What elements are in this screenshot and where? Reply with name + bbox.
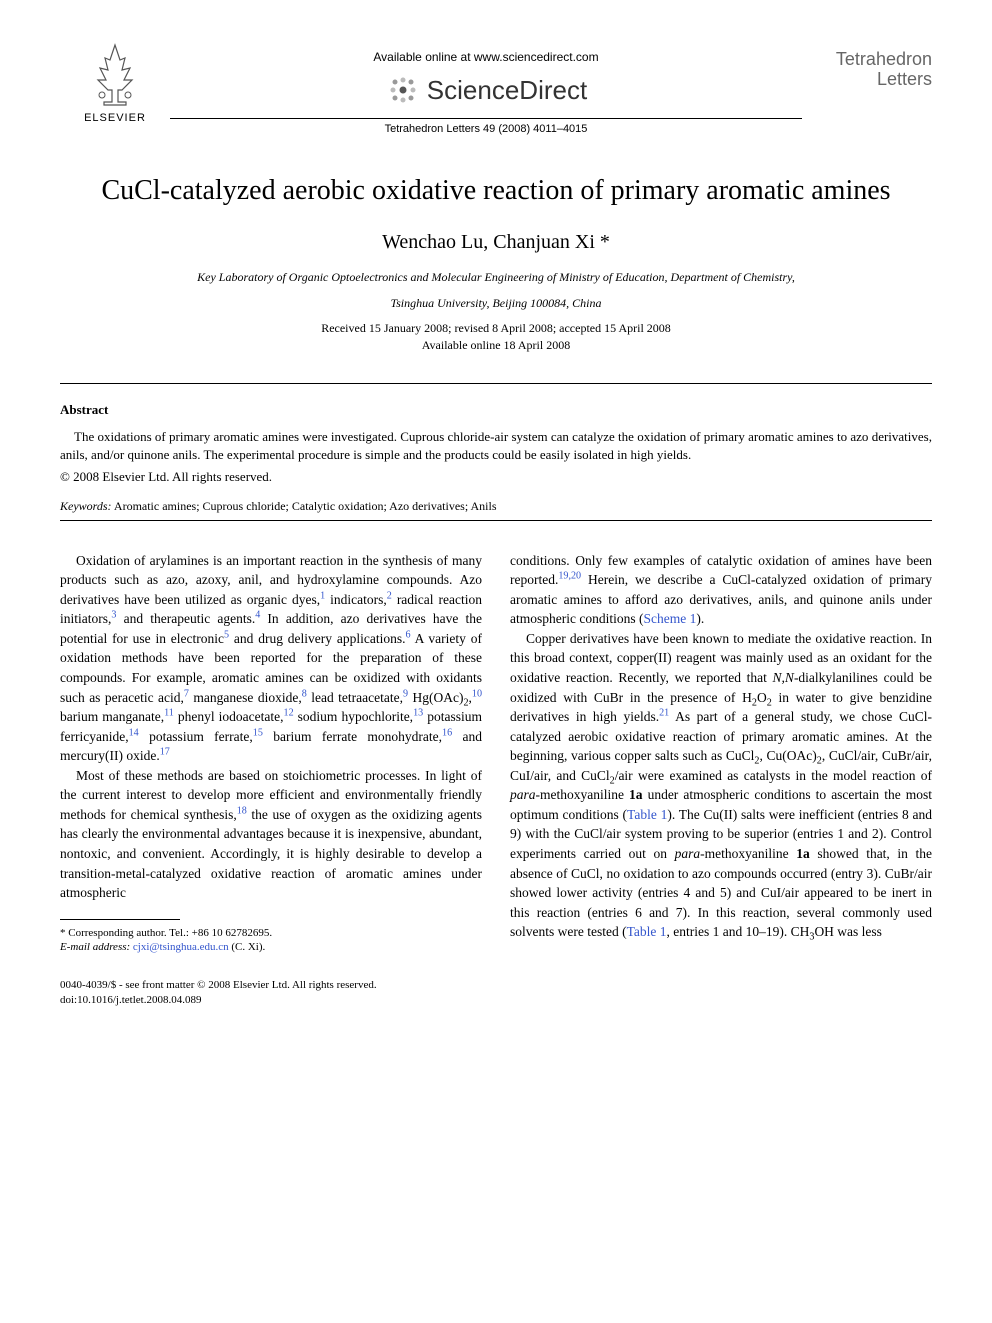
- footnote-rule: [60, 919, 180, 920]
- abstract-heading: Abstract: [60, 402, 932, 418]
- keywords-text: Aromatic amines; Cuprous chloride; Catal…: [112, 499, 497, 513]
- ref-13[interactable]: 13: [413, 708, 423, 719]
- authors: Wenchao Lu, Chanjuan Xi *: [60, 231, 932, 254]
- ref-10[interactable]: 10: [472, 688, 482, 699]
- article-title: CuCl-catalyzed aerobic oxidative reactio…: [60, 175, 932, 207]
- journal-name-2: Letters: [802, 70, 932, 90]
- left-para-2: Most of these methods are based on stoic…: [60, 766, 482, 903]
- dates-2: Available online 18 April 2008: [60, 338, 932, 353]
- affiliation-1: Key Laboratory of Organic Optoelectronic…: [60, 270, 932, 286]
- footer: 0040-4039/$ - see front matter © 2008 El…: [60, 978, 932, 1007]
- ref-12[interactable]: 12: [284, 708, 294, 719]
- sciencedirect-icon: [385, 72, 421, 108]
- sciencedirect-text: ScienceDirect: [427, 75, 587, 106]
- ref-15[interactable]: 15: [253, 727, 263, 738]
- header: ELSEVIER Available online at www.science…: [60, 40, 932, 135]
- body-columns: Oxidation of arylamines is an important …: [60, 551, 932, 955]
- journal-logo-block: Tetrahedron Letters: [802, 40, 932, 90]
- footnote-corresponding: * Corresponding author. Tel.: +86 10 627…: [60, 926, 482, 955]
- right-para-1: conditions. Only few examples of catalyt…: [510, 551, 932, 629]
- footnote-email-row: E-mail address: cjxi@tsinghua.edu.cn (C.…: [60, 940, 482, 954]
- ref-16[interactable]: 16: [442, 727, 452, 738]
- dates-1: Received 15 January 2008; revised 8 Apri…: [60, 321, 932, 336]
- header-rule: [170, 118, 802, 119]
- available-online-text: Available online at www.sciencedirect.co…: [170, 50, 802, 64]
- ref-11[interactable]: 11: [164, 708, 174, 719]
- ref-19-20[interactable]: 19,20: [558, 571, 581, 582]
- ref-18[interactable]: 18: [237, 805, 247, 816]
- elsevier-logo-block: ELSEVIER: [60, 40, 170, 124]
- abstract-copyright: © 2008 Elsevier Ltd. All rights reserved…: [60, 469, 932, 485]
- header-center: Available online at www.sciencedirect.co…: [170, 40, 802, 135]
- footer-left: 0040-4039/$ - see front matter © 2008 El…: [60, 978, 482, 1007]
- ref-17[interactable]: 17: [160, 747, 170, 758]
- journal-reference: Tetrahedron Letters 49 (2008) 4011–4015: [170, 123, 802, 135]
- journal-name-1: Tetrahedron: [802, 50, 932, 70]
- affiliation-2: Tsinghua University, Beijing 100084, Chi…: [60, 296, 932, 312]
- abstract-text: The oxidations of primary aromatic amine…: [60, 428, 932, 464]
- table-1-link-a[interactable]: Table 1: [627, 807, 667, 822]
- footer-front-matter: 0040-4039/$ - see front matter © 2008 El…: [60, 978, 482, 992]
- left-column: Oxidation of arylamines is an important …: [60, 551, 482, 955]
- right-para-2: Copper derivatives have been known to me…: [510, 629, 932, 942]
- rule-above-abstract: [60, 383, 932, 384]
- keywords-label: Keywords:: [60, 499, 112, 513]
- footer-right: [510, 978, 932, 1007]
- footnote-tel: * Corresponding author. Tel.: +86 10 627…: [60, 926, 482, 940]
- elsevier-label: ELSEVIER: [84, 112, 146, 124]
- footer-doi: doi:10.1016/j.tetlet.2008.04.089: [60, 993, 482, 1007]
- email-link[interactable]: cjxi@tsinghua.edu.cn: [130, 941, 228, 953]
- left-para-1: Oxidation of arylamines is an important …: [60, 551, 482, 766]
- ref-14[interactable]: 14: [129, 727, 139, 738]
- table-1-link-b[interactable]: Table 1: [627, 924, 667, 939]
- email-label: E-mail address:: [60, 941, 130, 953]
- right-column: conditions. Only few examples of catalyt…: [510, 551, 932, 955]
- scheme-1-link[interactable]: Scheme 1: [643, 611, 696, 626]
- email-suffix: (C. Xi).: [229, 941, 266, 953]
- elsevier-tree-icon: [80, 40, 150, 110]
- rule-below-keywords: [60, 520, 932, 521]
- ref-21[interactable]: 21: [659, 708, 669, 719]
- sciencedirect-logo: ScienceDirect: [170, 72, 802, 108]
- keywords-row: Keywords: Aromatic amines; Cuprous chlor…: [60, 499, 932, 514]
